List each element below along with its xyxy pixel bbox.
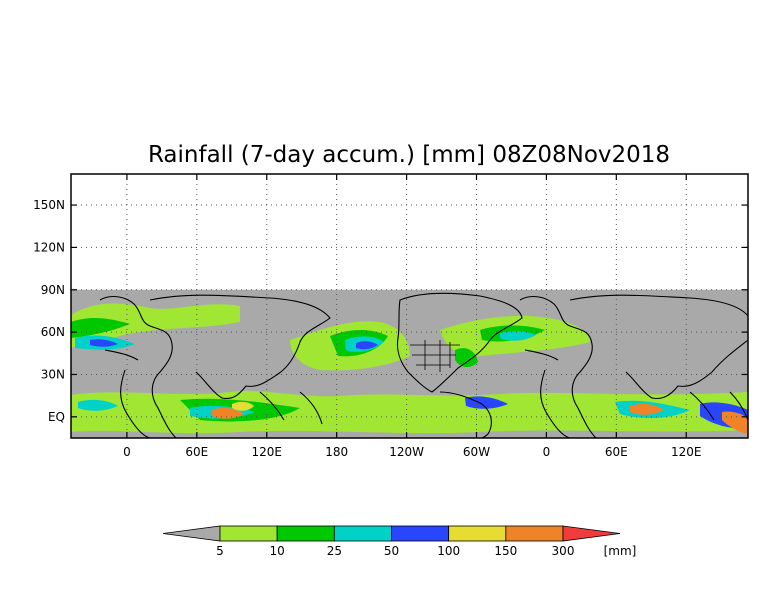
colorbar-bin xyxy=(219,525,278,542)
rain-patch xyxy=(630,403,664,415)
colorbar: 5 10 25 50 100 150 300 [mm] xyxy=(162,525,637,558)
lon-tick-label: 180 xyxy=(325,445,348,459)
latitude-axis: 150N 120N 90N 60N 30N EQ xyxy=(33,198,748,424)
plot-frame xyxy=(70,173,749,439)
coastline-south-america xyxy=(439,391,492,438)
colorbar-label: 100 xyxy=(437,544,460,558)
lat-tick-label: 60N xyxy=(41,325,65,339)
coastline-africa-europe-repeat xyxy=(519,295,597,438)
coastline-state-borders xyxy=(410,340,460,372)
colorbar-label: 5 xyxy=(216,544,224,558)
colorbar-bin xyxy=(276,525,335,542)
colorbar-bin xyxy=(333,525,392,542)
lon-tick-label: 60E xyxy=(185,445,208,459)
lat-tick-label: 90N xyxy=(41,283,65,297)
rain-patch xyxy=(212,407,244,419)
lon-tick-label: 0 xyxy=(543,445,551,459)
rain-patch xyxy=(356,341,378,350)
coastlines xyxy=(99,292,748,438)
lat-tick-label: 30N xyxy=(41,367,65,381)
lat-tick-label: 120N xyxy=(33,240,65,254)
rain-patch xyxy=(465,396,508,409)
gridlines xyxy=(71,174,748,438)
lon-tick-label: 120E xyxy=(671,445,702,459)
rain-patch xyxy=(455,348,478,368)
lat-tick-label: EQ xyxy=(48,410,65,424)
coastline-asia xyxy=(149,294,331,425)
colorbar-label: 10 xyxy=(270,544,285,558)
colorbar-over-triangle xyxy=(562,525,621,542)
rainfall-field xyxy=(71,303,748,434)
rain-patch xyxy=(71,303,240,348)
rain-patch xyxy=(232,401,254,411)
coastline-asia-repeat xyxy=(569,294,748,421)
colorbar-under-triangle xyxy=(162,525,221,542)
lat-tick-label: 150N xyxy=(33,198,65,212)
lon-tick-label: 60W xyxy=(463,445,490,459)
map-title: Rainfall (7-day accum.) [mm] 08Z08Nov201… xyxy=(148,142,670,168)
lon-tick-label: 120E xyxy=(252,445,283,459)
rain-patch xyxy=(90,339,118,347)
colorbar-label: 300 xyxy=(552,544,575,558)
lon-tick-label: 60E xyxy=(605,445,628,459)
colorbar-label: 25 xyxy=(327,544,342,558)
colorbar-label: 50 xyxy=(384,544,399,558)
colorbar-bin xyxy=(448,525,507,542)
coastline-africa-europe xyxy=(99,295,177,438)
map-plot-area: 150N 120N 90N 60N 30N EQ 0 60E 120E 180 120W 60W 0 6… xyxy=(33,173,749,459)
lon-tick-label: 0 xyxy=(123,445,131,459)
rain-patch xyxy=(71,317,130,338)
colorbar-bin xyxy=(391,525,450,542)
lon-tick-label: 120W xyxy=(389,445,424,459)
longitude-axis: 0 60E 120E 180 120W 60W 0 60E 120E xyxy=(123,174,701,459)
colorbar-bin xyxy=(505,525,564,542)
rain-patch xyxy=(78,399,118,411)
colorbar-label: 150 xyxy=(494,544,517,558)
rain-patch xyxy=(500,331,536,341)
colorbar-unit: [mm] xyxy=(604,544,637,558)
coastline-north-america xyxy=(396,292,523,393)
